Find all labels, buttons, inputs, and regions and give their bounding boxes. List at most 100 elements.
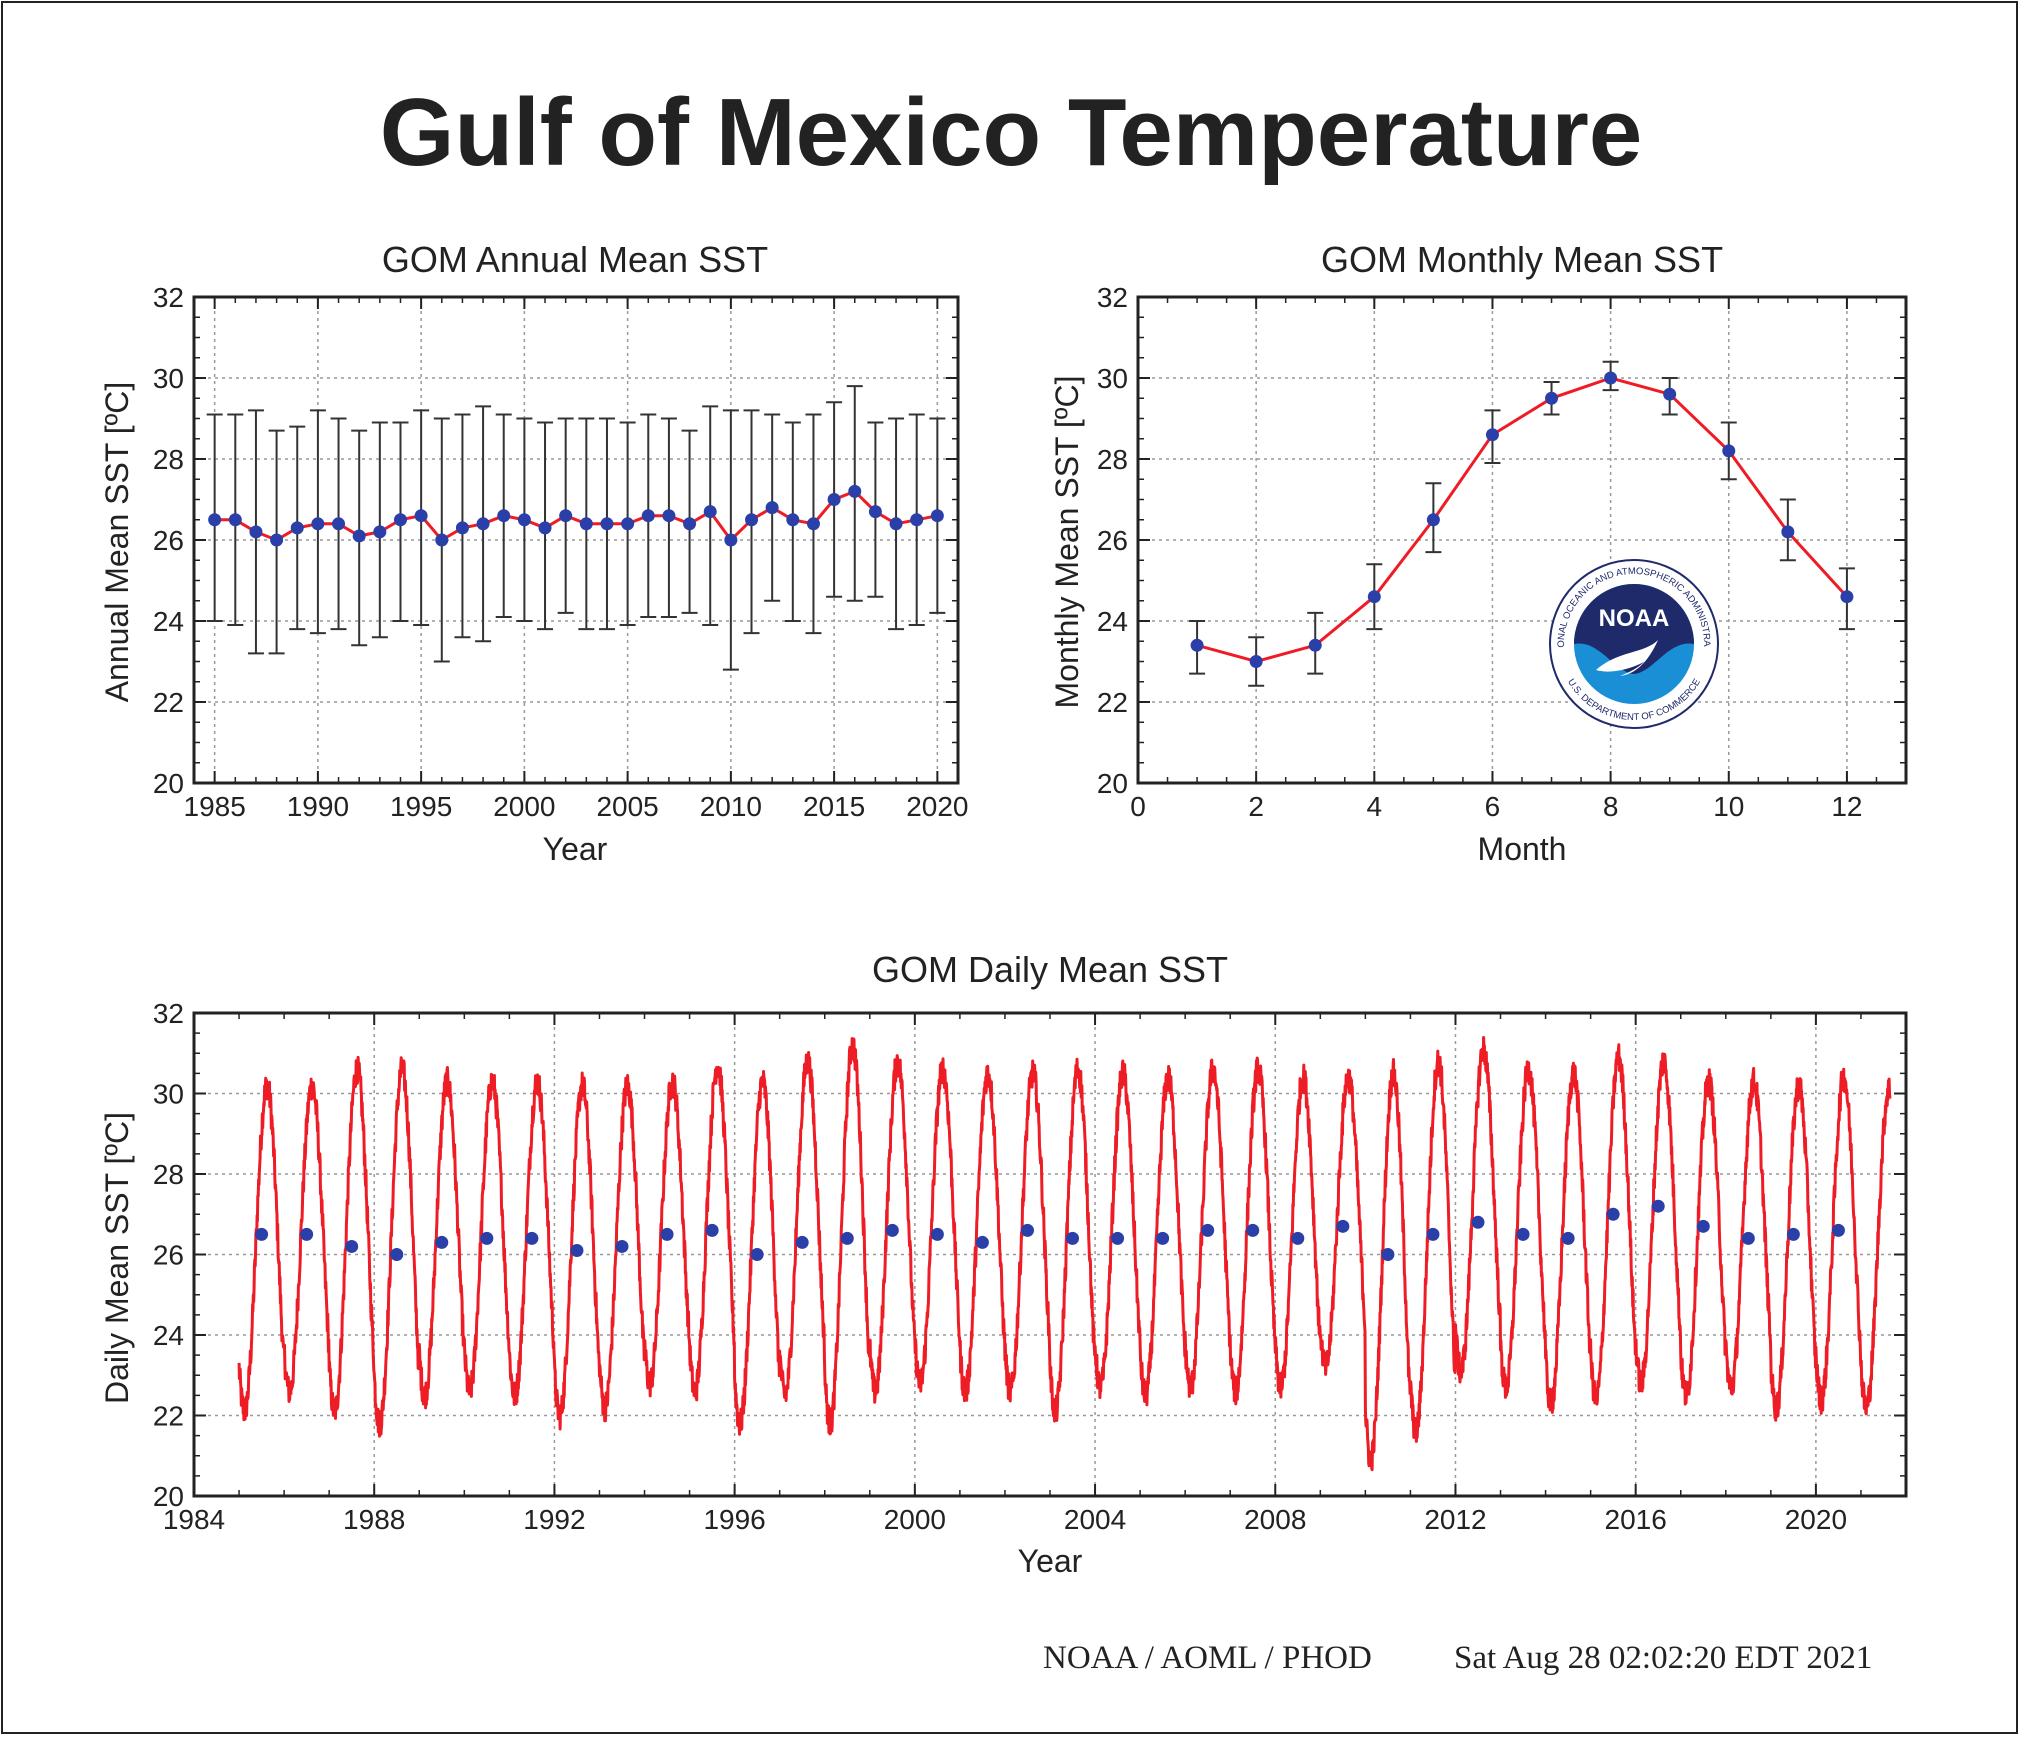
x-tick-label: 2008: [1244, 1504, 1306, 1535]
monthly-chart-title: GOM Monthly Mean SST: [1321, 239, 1723, 280]
y-tick-label: 30: [153, 1079, 184, 1110]
data-point: [786, 513, 800, 527]
data-point: [1604, 371, 1618, 385]
data-point: [1367, 590, 1381, 604]
annual-mean-point: [615, 1239, 629, 1253]
x-tick-label: 2020: [1785, 1504, 1847, 1535]
data-point: [290, 521, 304, 535]
y-tick-label: 20: [153, 1481, 184, 1512]
x-tick-label: 2012: [1424, 1504, 1486, 1535]
y-tick-label: 28: [153, 444, 184, 475]
annual-chart-title: GOM Annual Mean SST: [382, 239, 768, 280]
annual-y-axis-label: Annual Mean SST [ºC]: [99, 382, 135, 703]
data-point: [1308, 638, 1322, 652]
data-point: [1722, 444, 1736, 458]
annual-mean-point: [1336, 1219, 1350, 1233]
data-point: [868, 505, 882, 519]
x-tick-label: 2010: [700, 791, 762, 822]
data-point: [435, 533, 449, 547]
annual-x-axis-label: Year: [543, 831, 608, 867]
data-point: [621, 517, 635, 531]
x-tick-label: 2000: [884, 1504, 946, 1535]
annual-mean-point: [705, 1223, 719, 1237]
data-point: [311, 517, 325, 531]
daily-sst-line: [237, 1036, 1892, 1472]
x-tick-label: 1992: [523, 1504, 585, 1535]
data-point: [332, 517, 346, 531]
data-point: [1190, 638, 1204, 652]
data-point: [559, 509, 573, 523]
y-tick-label: 32: [153, 998, 184, 1029]
x-tick-label: 6: [1485, 791, 1501, 822]
data-point: [538, 521, 552, 535]
data-point: [1249, 655, 1263, 668]
y-tick-label: 26: [153, 1240, 184, 1271]
x-tick-label: 2020: [906, 791, 968, 822]
y-tick-label: 20: [1097, 768, 1128, 799]
x-tick-label: 2005: [596, 791, 658, 822]
series-line: [1196, 376, 1849, 664]
noaa-logo: NOAA NATIONAL OCEANIC AND ATMOSPHERIC AD…: [1549, 559, 1719, 729]
y-tick-label: 30: [1097, 363, 1128, 394]
daily-chart: GOM Daily Mean SST Year Daily Mean SST […: [99, 949, 1908, 1579]
annual-mean-point: [1066, 1231, 1080, 1245]
data-point: [703, 505, 717, 519]
annual-mean-point: [1246, 1223, 1260, 1237]
x-tick-label: 1988: [343, 1504, 405, 1535]
x-tick-label: 1995: [390, 791, 452, 822]
data-point: [270, 533, 284, 547]
data-point: [455, 521, 469, 535]
data-point: [930, 509, 944, 523]
data-point: [889, 517, 903, 531]
annual-mean-point: [1786, 1227, 1800, 1241]
annual-mean-point: [1606, 1207, 1620, 1221]
annual-mean-point: [1651, 1199, 1665, 1213]
data-point: [683, 517, 697, 531]
data-point: [393, 513, 407, 527]
annual-mean-point: [390, 1248, 404, 1261]
daily-chart-title: GOM Daily Mean SST: [872, 949, 1228, 990]
annual-mean-point: [750, 1248, 764, 1261]
y-tick-label: 28: [1097, 444, 1128, 475]
x-tick-label: 12: [1831, 791, 1862, 822]
y-tick-label: 20: [153, 768, 184, 799]
y-tick-label: 22: [1097, 687, 1128, 718]
y-tick-label: 30: [153, 363, 184, 394]
data-point: [765, 501, 779, 515]
x-tick-label: 2016: [1605, 1504, 1667, 1535]
data-point: [228, 513, 242, 527]
data-point: [517, 513, 531, 527]
x-tick-label: 2004: [1064, 1504, 1126, 1535]
x-tick-label: 0: [1130, 791, 1146, 822]
annual-mean-point: [930, 1227, 944, 1241]
monthly-x-axis-label: Month: [1478, 831, 1567, 867]
annual-mean-point: [1561, 1231, 1575, 1245]
data-point: [1426, 513, 1440, 527]
annual-mean-point: [795, 1235, 809, 1249]
data-point: [476, 517, 490, 531]
page-title: Gulf of Mexico Temperature: [379, 79, 1643, 186]
annual-mean-point: [435, 1235, 449, 1249]
x-tick-label: 2015: [803, 791, 865, 822]
data-point: [579, 517, 593, 531]
data-point: [373, 525, 387, 539]
y-tick-label: 24: [1097, 606, 1128, 637]
annual-mean-point: [300, 1227, 314, 1241]
annual-mean-point: [570, 1243, 584, 1257]
annual-mean-point: [975, 1235, 989, 1249]
annual-mean-point: [480, 1231, 494, 1245]
data-point: [724, 533, 738, 547]
daily-x-axis-label: Year: [1018, 1543, 1083, 1579]
y-tick-label: 28: [153, 1159, 184, 1190]
data-point: [806, 517, 820, 531]
footer-source: NOAA / AOML / PHOD: [1043, 1640, 1372, 1676]
daily-y-axis-label: Daily Mean SST [ºC]: [99, 1112, 135, 1404]
y-tick-label: 26: [153, 525, 184, 556]
y-tick-label: 32: [1097, 282, 1128, 313]
annual-mean-point: [1696, 1219, 1710, 1233]
annual-mean-point: [345, 1239, 359, 1253]
monthly-y-axis-label: Monthly Mean SST [ºC]: [1049, 376, 1085, 709]
data-point: [641, 509, 655, 523]
